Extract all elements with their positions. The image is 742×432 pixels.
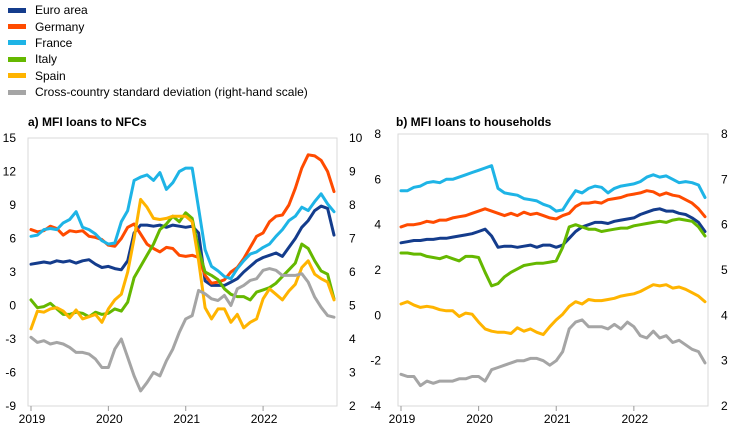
y-tick-label: 3 [9,265,16,279]
x-tick-label: 2020 [466,412,493,426]
series-line-france [29,166,336,281]
legend-swatch [8,7,26,13]
legend-swatch [8,89,26,95]
y-tick-label: 0 [374,308,381,322]
y2-tick-label: 9 [349,165,356,179]
legend-swatch [8,24,26,30]
legend-label: Cross-country standard deviation (right-… [35,85,308,100]
series-line-cross-country-standard-deviation-right-hand-scale [29,267,336,393]
y2-tick-label: 5 [721,263,728,277]
series-line-france [399,164,707,213]
y-tick-label: -3 [5,332,16,346]
legend-item: Italy [8,51,308,67]
x-tick-label: 2022 [251,412,278,426]
y-tick-label: -6 [5,366,16,380]
x-tick-label: 2021 [173,412,200,426]
legend-item: Cross-country standard deviation (right-… [8,84,308,100]
y2-tick-label: 3 [349,366,356,380]
series-line-italy [399,217,707,288]
series-line-cross-country-standard-deviation-right-hand-scale [399,318,707,388]
legend-item: France [8,35,308,51]
y2-tick-label: 2 [349,399,356,413]
chart-panel: b) MFI loans to households 8 6 4 2 0 -2 -4 8 7 6 5 4… [370,115,728,426]
x-tick-label: 2020 [96,412,123,426]
y-tick-label: -9 [5,399,16,413]
y2-tick-label: 2 [721,399,728,413]
y-tick-label: 12 [3,165,17,179]
y-tick-label: 8 [374,127,381,141]
y2-tick-label: 8 [721,127,728,141]
y-tick-label: 9 [9,198,16,212]
series-line-italy [29,211,336,319]
x-tick-label: 2019 [19,412,46,426]
legend-label: Italy [35,52,58,67]
y2-tick-label: 7 [721,172,728,186]
y2-tick-label: 10 [349,131,363,145]
y2-tick-label: 6 [721,218,728,232]
legend-swatch [8,73,26,79]
y-tick-label: 4 [374,218,381,232]
y-tick-label: 6 [374,172,381,186]
series-line-spain [399,283,707,337]
legend-swatch [8,56,26,62]
series-line-euro-area [29,204,336,287]
x-tick-label: 2022 [621,412,648,426]
y2-tick-label: 8 [349,198,356,212]
y2-tick-label: 3 [721,354,728,368]
x-tick-label: 2021 [544,412,571,426]
legend-item: Spain [8,68,308,84]
x-tick-label: 2019 [389,412,416,426]
legend-swatch [8,40,26,46]
y2-tick-label: 6 [349,265,356,279]
plot-frame [27,137,338,407]
y-tick-label: 6 [9,232,16,246]
legend-label: France [35,35,73,50]
legend-label: Euro area [35,3,88,18]
y-tick-label: 0 [9,299,16,313]
y-tick-label: 2 [374,263,381,277]
chart-panel: a) MFI loans to NFCs 15 12 9 6 3 0 -3 -6 -9 10 9 8 7 6… [3,115,363,426]
y2-tick-label: 4 [721,308,728,322]
series-line-germany [399,189,707,229]
series-line-euro-area [399,207,707,249]
legend-label: Germany [35,19,85,34]
y2-tick-label: 7 [349,232,356,246]
y-tick-label: 15 [3,131,17,145]
y2-tick-label: 5 [349,299,356,313]
legend: Euro area Germany France Italy Spain Cross-co… [8,2,308,100]
plot-frame [397,133,709,407]
y-tick-label: -2 [370,354,381,368]
chart-title: a) MFI loans to NFCs [28,115,147,129]
legend-item: Euro area [8,2,308,18]
series-line-germany [29,153,336,285]
y-tick-label: -4 [370,399,381,413]
chart-title: b) MFI loans to households [396,115,552,129]
legend-label: Spain [35,68,66,83]
y2-tick-label: 4 [349,332,356,346]
legend-item: Germany [8,18,308,34]
series-line-spain [29,197,336,331]
